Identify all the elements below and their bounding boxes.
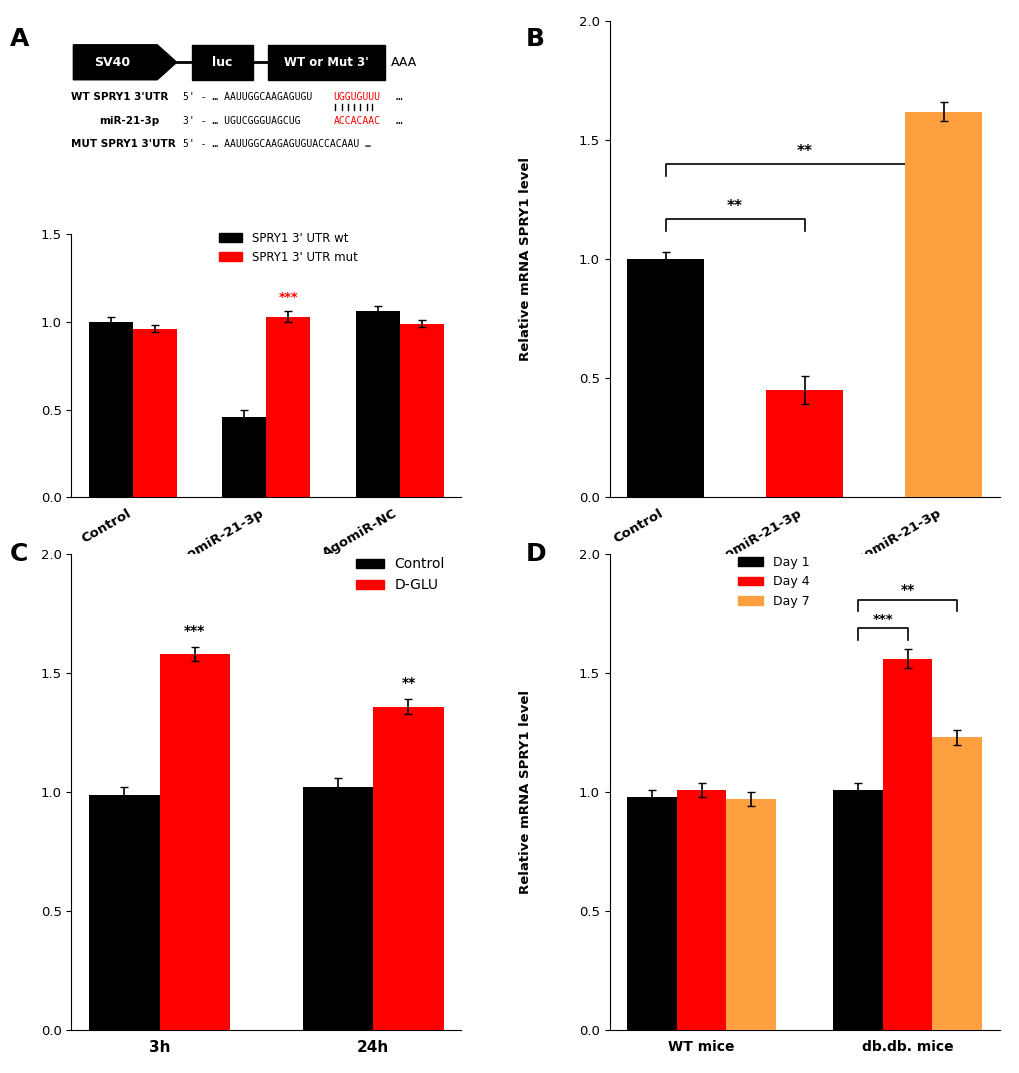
Bar <box>726 799 775 1030</box>
Bar <box>373 706 443 1030</box>
Bar <box>905 112 981 497</box>
Bar <box>627 797 677 1030</box>
Text: ACCACAAC: ACCACAAC <box>333 116 380 126</box>
Text: ***: *** <box>872 613 893 626</box>
Text: D: D <box>525 542 545 565</box>
Bar <box>133 329 177 497</box>
Bar <box>89 795 159 1030</box>
Y-axis label: Relative mRNA SPRY1 level: Relative mRNA SPRY1 level <box>518 158 531 362</box>
Bar <box>89 322 133 497</box>
FancyBboxPatch shape <box>268 45 385 79</box>
Text: MUT SPRY1 3'UTR: MUT SPRY1 3'UTR <box>71 138 176 149</box>
Text: ***: *** <box>184 623 206 637</box>
Text: AAA: AAA <box>391 56 417 69</box>
Bar <box>627 260 703 497</box>
Bar <box>833 790 882 1030</box>
Text: miR-21-3p: miR-21-3p <box>99 116 159 126</box>
Y-axis label: Relative mRNA SPRY1 level: Relative mRNA SPRY1 level <box>0 690 1 894</box>
Legend: Day 1, Day 4, Day 7: Day 1, Day 4, Day 7 <box>732 552 814 613</box>
Text: B: B <box>525 27 544 50</box>
Text: C: C <box>10 542 29 565</box>
Text: **: ** <box>796 145 812 160</box>
Text: ***: *** <box>278 292 298 305</box>
Text: 5' - … AAUUGGCAAGAGUGUACCACAAU …: 5' - … AAUUGGCAAGAGUGUACCACAAU … <box>182 138 370 149</box>
Bar <box>931 737 981 1030</box>
Text: WT SPRY1 3'UTR: WT SPRY1 3'UTR <box>71 92 168 102</box>
Text: **: ** <box>900 583 914 598</box>
Y-axis label: Relative luciferase activity: Relative luciferase activity <box>0 265 1 466</box>
Bar <box>765 391 842 497</box>
Polygon shape <box>73 45 176 79</box>
Bar <box>399 324 443 497</box>
Text: …: … <box>395 116 403 126</box>
Y-axis label: Relative mRNA SPRY1 level: Relative mRNA SPRY1 level <box>518 690 531 894</box>
Text: **: ** <box>400 676 415 690</box>
Text: UGGUGUUU: UGGUGUUU <box>333 92 380 102</box>
Bar <box>882 659 931 1030</box>
Bar <box>159 655 230 1030</box>
Text: …: … <box>395 92 403 102</box>
Bar <box>677 790 726 1030</box>
Text: 3' - … UGUCGGGUAGCUG: 3' - … UGUCGGGUAGCUG <box>182 116 300 126</box>
Bar <box>266 317 310 497</box>
Legend: SPRY1 3' UTR wt, SPRY1 3' UTR mut: SPRY1 3' UTR wt, SPRY1 3' UTR mut <box>214 226 362 268</box>
Text: 5' - … AAUUGGCAAGAGUGU: 5' - … AAUUGGCAAGAGUGU <box>182 92 312 102</box>
Bar <box>356 311 399 497</box>
FancyBboxPatch shape <box>193 45 253 79</box>
Bar <box>303 788 373 1030</box>
Text: SV40: SV40 <box>94 56 130 69</box>
Legend: Control, D-GLU: Control, D-GLU <box>350 552 450 598</box>
Bar <box>222 416 266 497</box>
Text: A: A <box>10 27 30 50</box>
Text: luc: luc <box>212 56 232 69</box>
Text: WT or Mut 3': WT or Mut 3' <box>284 56 369 69</box>
Text: **: ** <box>727 200 743 215</box>
